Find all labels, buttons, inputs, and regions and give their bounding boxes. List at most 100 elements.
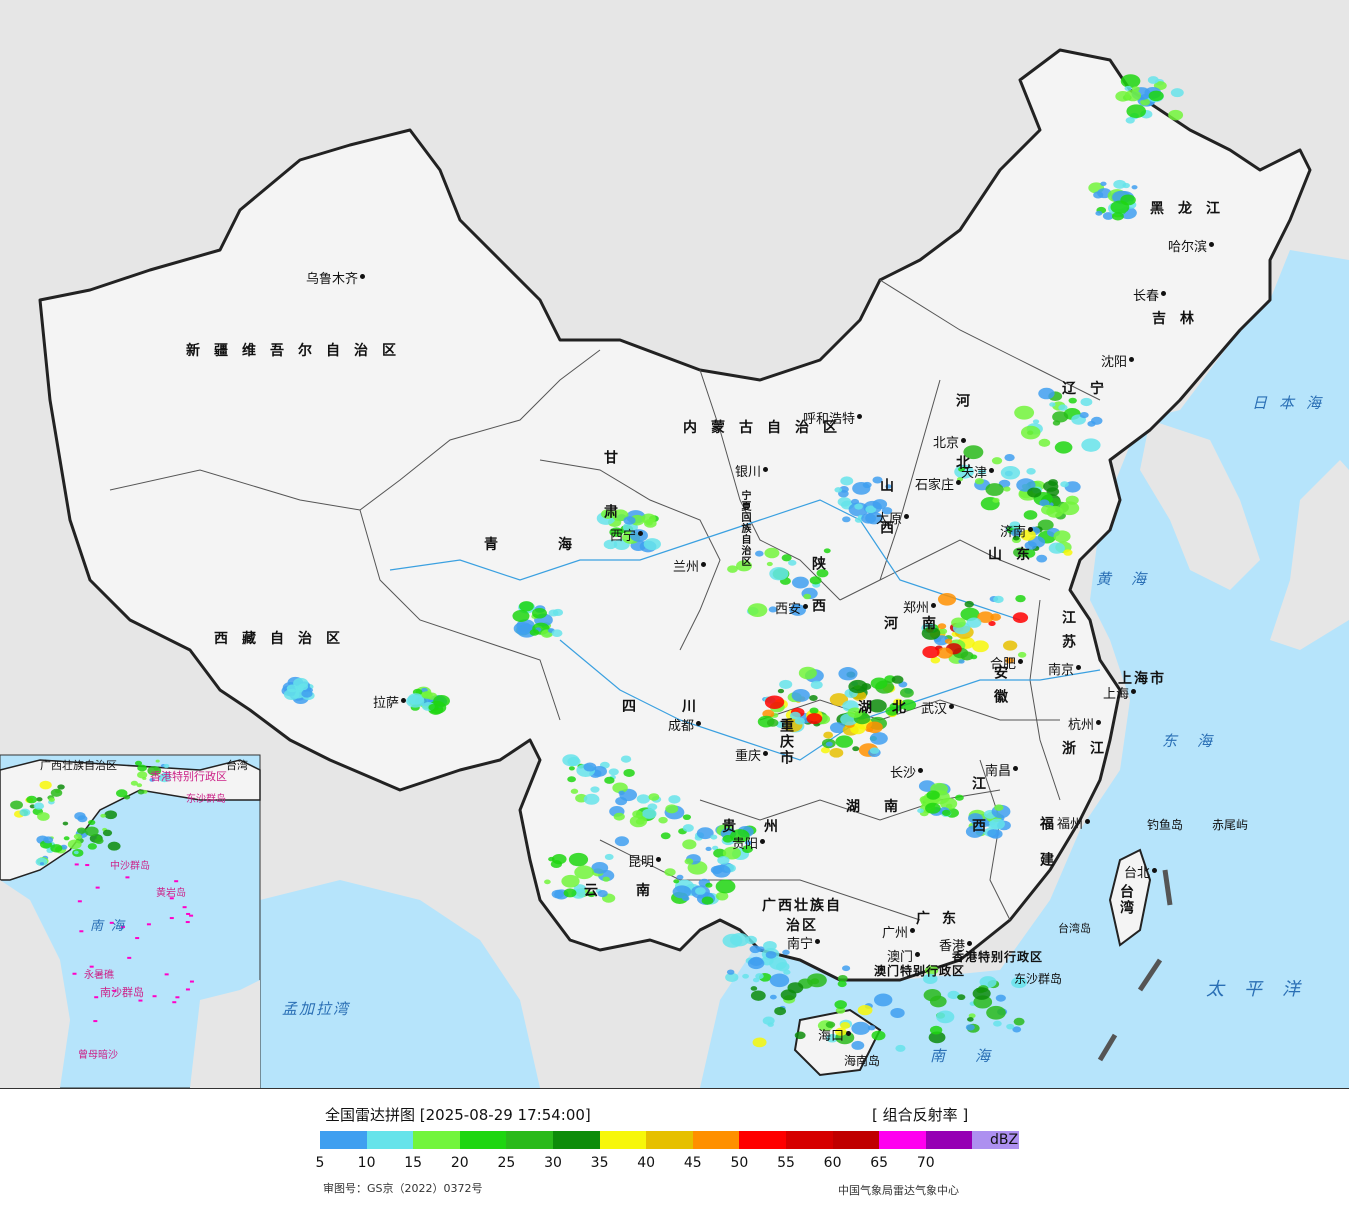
island-mark xyxy=(89,965,94,968)
radar-echo xyxy=(1009,521,1021,529)
city-label: 台北 xyxy=(1124,866,1151,881)
radar-echo xyxy=(1079,411,1089,419)
city-label: 银川 xyxy=(735,465,762,480)
legend-tick: 15 xyxy=(404,1155,423,1171)
radar-echo xyxy=(676,874,684,880)
radar-echo xyxy=(158,773,171,783)
radar-echo xyxy=(620,755,632,763)
radar-echo xyxy=(1015,594,1026,603)
land-japan xyxy=(1270,460,1349,650)
radar-echo xyxy=(840,1021,851,1029)
radar-echo xyxy=(944,638,953,644)
radar-echo xyxy=(682,814,692,821)
radar-echo xyxy=(130,780,138,786)
radar-echo xyxy=(1026,467,1036,475)
radar-echo xyxy=(993,1020,1002,1027)
taiwan-island xyxy=(1108,848,1152,947)
radar-echo xyxy=(838,667,858,681)
radar-echo xyxy=(647,803,658,811)
radar-echo xyxy=(39,780,52,790)
city-marker xyxy=(961,438,966,443)
radar-echo xyxy=(1017,651,1027,658)
radar-echo xyxy=(955,794,964,801)
city-label: 长春 xyxy=(1133,289,1160,304)
legend-swatch xyxy=(459,1131,507,1149)
radar-echo xyxy=(937,592,957,606)
label-shanghai-shi: 上海市 xyxy=(1118,671,1166,687)
city-marker xyxy=(1096,720,1101,725)
radar-echo xyxy=(900,699,917,711)
radar-echo xyxy=(835,1027,847,1036)
city-label: 天津 xyxy=(961,466,988,481)
label-chongqing-shi: 重庆市 xyxy=(778,718,794,766)
city-label: 哈尔滨 xyxy=(1168,240,1208,255)
city-marker xyxy=(1161,291,1166,296)
radar-echo xyxy=(1124,89,1142,102)
radar-echo xyxy=(895,1044,906,1052)
radar-echo xyxy=(917,808,924,814)
label-hubei: 湖北 xyxy=(858,700,926,716)
city-marker xyxy=(803,604,808,609)
radar-echo xyxy=(107,841,121,851)
city-label: 杭州 xyxy=(1068,718,1095,733)
radar-echoes xyxy=(281,74,1184,1052)
radar-echo xyxy=(682,824,694,832)
radar-echo xyxy=(834,1000,847,1009)
label-xinjiang: 新疆维吾尔自治区 xyxy=(186,343,410,359)
radar-echo xyxy=(994,804,1004,811)
radar-echo xyxy=(39,862,45,866)
radar-echo xyxy=(568,852,589,867)
nine-dash-line xyxy=(1097,869,1173,1062)
city-marker xyxy=(967,941,972,946)
radar-echo xyxy=(567,756,581,767)
label-chiwei: 赤尾屿 xyxy=(1212,818,1249,832)
radar-echo xyxy=(763,941,777,951)
radar-echo xyxy=(155,759,160,763)
island-mark xyxy=(186,912,191,915)
label-guangxi: 广西壮族自治区 xyxy=(762,898,842,934)
city-marker xyxy=(760,839,765,844)
radar-echo xyxy=(835,1006,846,1014)
radar-echo xyxy=(741,845,754,854)
legend-swatch xyxy=(785,1131,833,1149)
mosaic-title: 全国雷达拼图 [2025-08-29 17:54:00] xyxy=(325,1106,591,1124)
radar-echo xyxy=(890,1007,905,1018)
radar-echo xyxy=(1080,397,1093,407)
radar-echo xyxy=(947,990,960,1000)
radar-echo xyxy=(1027,487,1042,498)
radar-echo xyxy=(842,516,851,523)
radar-echo xyxy=(433,695,450,707)
radar-echo xyxy=(850,498,860,505)
city-marker xyxy=(1018,659,1023,664)
radar-echo xyxy=(995,994,1006,1002)
inset-label-hk: 香港特别行政区 xyxy=(150,770,227,783)
inset-label-zengmu: 曾母暗沙 xyxy=(78,1050,118,1061)
city-marker xyxy=(949,704,954,709)
radar-echo xyxy=(866,721,883,734)
radar-echo xyxy=(1170,88,1184,98)
radar-echo xyxy=(684,858,694,865)
radar-echo xyxy=(1131,185,1138,190)
radar-echo xyxy=(715,879,736,894)
radar-echo xyxy=(937,623,947,630)
radar-echo xyxy=(563,888,577,898)
inset-label-huangyan: 黄岩岛 xyxy=(156,888,186,899)
radar-echo xyxy=(873,993,893,1007)
radar-echo xyxy=(891,675,904,684)
radar-echo xyxy=(776,721,786,729)
radar-echo xyxy=(769,957,788,970)
radar-echo xyxy=(643,538,661,551)
city-label: 郑州 xyxy=(903,601,930,616)
island-mark xyxy=(95,886,100,889)
island-mark xyxy=(125,876,130,879)
radar-echo xyxy=(1005,657,1015,664)
radar-echo xyxy=(1060,481,1069,488)
radar-echo xyxy=(67,839,82,850)
city-marker xyxy=(656,857,661,862)
radar-echo xyxy=(623,768,635,777)
radar-echo xyxy=(1065,495,1079,505)
label-anhui: 安徽 xyxy=(992,665,1008,713)
radar-echo xyxy=(428,703,439,712)
radar-echo xyxy=(1087,420,1096,427)
legend-swatch xyxy=(320,1131,367,1149)
